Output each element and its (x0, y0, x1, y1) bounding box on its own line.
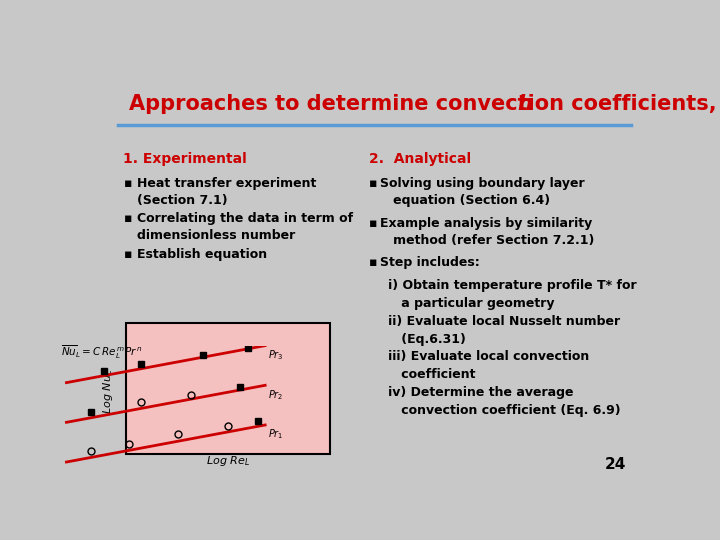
Text: ▪: ▪ (124, 177, 132, 190)
FancyBboxPatch shape (126, 322, 330, 454)
Text: $Pr_2$: $Pr_2$ (268, 388, 283, 402)
Text: coefficient: coefficient (374, 368, 475, 381)
Text: Correlating the data in term of
dimensionless number: Correlating the data in term of dimensio… (138, 212, 354, 242)
Text: ▪: ▪ (369, 177, 377, 190)
Text: ▪: ▪ (124, 212, 132, 225)
Text: h: h (517, 94, 532, 114)
Text: 2.  Analytical: 2. Analytical (369, 152, 471, 166)
Text: 1. Experimental: 1. Experimental (124, 152, 247, 166)
Text: Solving using boundary layer
   equation (Section 6.4): Solving using boundary layer equation (S… (380, 177, 585, 207)
Text: ▪: ▪ (369, 256, 377, 269)
Text: ii) Evaluate local Nusselt number: ii) Evaluate local Nusselt number (374, 315, 620, 328)
Text: $Pr_3$: $Pr_3$ (268, 348, 283, 362)
Text: (Eq.6.31): (Eq.6.31) (374, 333, 465, 346)
Text: iii) Evaluate local convection: iii) Evaluate local convection (374, 350, 589, 363)
Text: a particular geometry: a particular geometry (374, 297, 554, 310)
Text: iv) Determine the average: iv) Determine the average (374, 386, 573, 399)
Text: ▪: ▪ (369, 217, 377, 230)
Text: Approaches to determine convection coefficients,: Approaches to determine convection coeff… (129, 94, 720, 114)
Text: 24: 24 (604, 457, 626, 472)
Text: Example analysis by similarity
   method (refer Section 7.2.1): Example analysis by similarity method (r… (380, 217, 595, 247)
Text: Heat transfer experiment
(Section 7.1): Heat transfer experiment (Section 7.1) (138, 177, 317, 207)
Text: $Pr_1$: $Pr_1$ (268, 428, 283, 441)
Text: Establish equation: Establish equation (138, 248, 268, 261)
Text: $Log\ Re_L$: $Log\ Re_L$ (206, 454, 250, 468)
Text: ▪: ▪ (124, 248, 132, 261)
Text: i) Obtain temperature profile T* for: i) Obtain temperature profile T* for (374, 279, 636, 292)
Text: convection coefficient (Eq. 6.9): convection coefficient (Eq. 6.9) (374, 404, 620, 417)
Text: Step includes:: Step includes: (380, 256, 480, 269)
Text: $\overline{Nu}_L = C\,Re_L^{\,m}Pr^{\,n}$: $\overline{Nu}_L = C\,Re_L^{\,m}Pr^{\,n}… (61, 343, 143, 361)
Text: $Log\ Nu_L$: $Log\ Nu_L$ (101, 369, 115, 414)
